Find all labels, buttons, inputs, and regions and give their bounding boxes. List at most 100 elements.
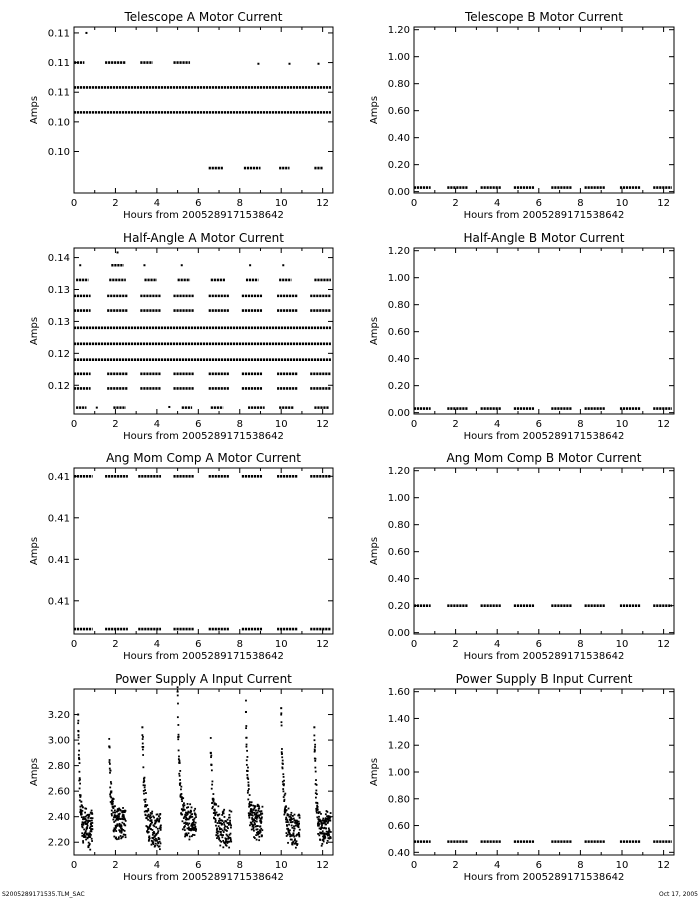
data-point — [324, 836, 327, 839]
data-point — [142, 777, 145, 780]
data-point — [222, 839, 225, 842]
data-point — [192, 828, 195, 831]
data-point — [156, 839, 158, 842]
data-point — [124, 818, 126, 821]
data-point — [151, 829, 154, 831]
y-axis-label: Amps — [369, 758, 380, 786]
data-point — [246, 774, 249, 776]
data-point — [155, 819, 157, 822]
data-point — [141, 734, 144, 737]
data-point — [213, 809, 216, 812]
data-point — [119, 818, 122, 820]
data-point — [322, 838, 325, 840]
data-point — [85, 828, 88, 831]
data-point — [252, 827, 255, 830]
data-point — [86, 822, 89, 825]
data-point — [290, 834, 293, 837]
data-point — [322, 822, 324, 825]
data-point — [209, 737, 212, 739]
data-point — [282, 796, 285, 798]
data-point — [141, 742, 144, 745]
data-point — [180, 785, 183, 788]
data-point — [141, 738, 144, 740]
data-point — [143, 810, 146, 813]
y-axis-label: Amps — [29, 317, 40, 345]
data-point — [89, 848, 92, 851]
data-point — [254, 823, 256, 826]
data-point — [216, 827, 219, 830]
data-point — [285, 835, 288, 837]
data-point — [287, 814, 290, 816]
data-point — [313, 750, 316, 753]
data-point — [116, 810, 118, 813]
data-point — [151, 812, 153, 815]
data-point — [123, 811, 126, 814]
data-point — [249, 824, 251, 827]
data-point — [280, 712, 283, 715]
data-point — [245, 759, 248, 762]
y-tick-label: 0.41 — [48, 596, 70, 607]
data-point — [143, 798, 146, 801]
data-point — [179, 796, 182, 798]
plot-frame — [413, 247, 675, 415]
y-tick-label: 2.40 — [48, 812, 70, 823]
data-point — [246, 776, 249, 779]
data-point — [284, 807, 286, 810]
data-point — [258, 807, 261, 810]
data-point — [118, 812, 121, 815]
data-point — [227, 827, 229, 830]
data-point — [214, 819, 217, 822]
x-tick-label: 2 — [452, 419, 458, 430]
data-point — [218, 837, 221, 839]
data-point — [153, 816, 155, 819]
data-point — [218, 817, 221, 820]
chart-panel: Ang Mom Comp A Motor Current 0 2 4 6 8 10 12 0.4… — [29, 451, 334, 662]
data-point — [259, 829, 262, 832]
data-point — [80, 800, 83, 803]
data-point — [112, 818, 115, 821]
data-point — [321, 843, 324, 845]
data-point — [113, 809, 116, 812]
data-point — [317, 818, 320, 820]
data-point — [91, 828, 94, 831]
x-tick-label: 4 — [154, 860, 160, 871]
data-point — [108, 767, 111, 770]
data-point — [122, 818, 125, 821]
data-point — [217, 805, 220, 808]
data-point — [87, 821, 89, 824]
data-point — [176, 694, 179, 697]
data-point — [112, 800, 114, 803]
data-point — [146, 815, 149, 817]
plot-frame — [413, 688, 675, 856]
data-point — [328, 837, 331, 840]
y-tick-label: 0.40 — [388, 354, 410, 365]
data-point — [77, 753, 80, 756]
data-point — [289, 838, 292, 841]
y-tick-label: 0.13 — [48, 285, 70, 296]
data-point — [291, 826, 294, 829]
data-point — [223, 816, 226, 818]
data-point — [180, 264, 183, 267]
chart-title: Ang Mom Comp B Motor Current — [447, 451, 642, 465]
data-point — [256, 828, 259, 831]
data-point — [190, 828, 193, 831]
data-point — [152, 815, 155, 818]
data-point — [215, 834, 218, 837]
data-point — [230, 826, 232, 829]
data-point — [116, 824, 119, 827]
data-point — [251, 811, 254, 814]
data-point — [148, 815, 151, 818]
data-point — [225, 844, 228, 847]
data-point — [285, 805, 287, 808]
data-point — [150, 843, 153, 846]
data-point — [257, 833, 260, 836]
x-tick-label: 4 — [494, 419, 500, 430]
data-point — [193, 829, 196, 831]
y-tick-label: 0.13 — [48, 317, 70, 328]
data-point — [226, 818, 229, 821]
x-tick-label: 6 — [195, 639, 201, 650]
data-point — [298, 814, 301, 817]
data-point — [88, 820, 90, 822]
data-point — [193, 817, 196, 820]
data-point — [109, 769, 112, 772]
